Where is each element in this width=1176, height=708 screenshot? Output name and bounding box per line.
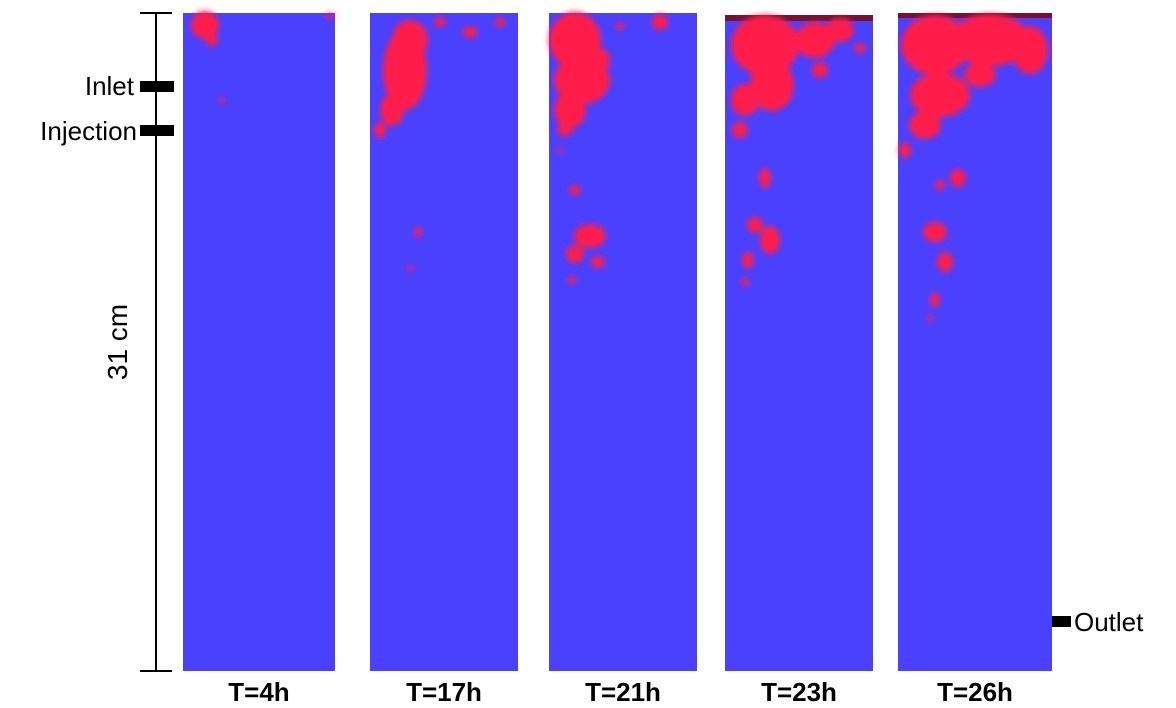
outlet-label: Outlet <box>1074 607 1144 637</box>
time-label-t17h: T=17h <box>406 677 482 707</box>
panel-t23h <box>725 15 873 671</box>
outlet-marker <box>1037 616 1071 627</box>
panel-t17h <box>370 13 518 671</box>
time-label-t4h: T=4h <box>228 677 290 707</box>
scale-bar <box>140 12 172 672</box>
time-label-t26h: T=26h <box>937 677 1013 707</box>
time-label-t23h: T=23h <box>761 677 837 707</box>
inlet-label: Inlet <box>84 71 134 101</box>
panel-t21h <box>549 12 697 671</box>
time-label-t21h: T=21h <box>585 677 661 707</box>
scale-length-label: 31 cm <box>102 303 133 381</box>
inlet-marker <box>140 81 174 92</box>
injection-marker <box>140 125 174 136</box>
panel-t26h <box>898 13 1052 671</box>
panel-t4h <box>183 11 335 671</box>
injection-label: Injection <box>40 116 137 146</box>
